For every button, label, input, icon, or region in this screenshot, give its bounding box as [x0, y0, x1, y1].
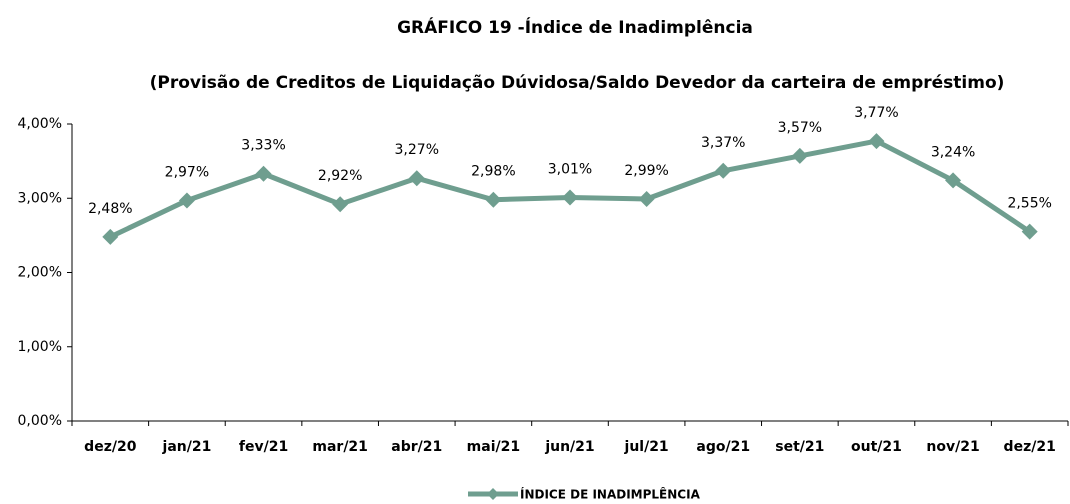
x-tick-label: jan/21 [162, 439, 212, 455]
y-tick-label: 2,00% [18, 265, 62, 281]
x-tick-label: ago/21 [696, 439, 750, 455]
x-tick-label: mar/21 [312, 439, 368, 455]
data-label: 3,33% [241, 138, 285, 154]
data-label: 2,97% [165, 164, 209, 180]
x-tick-label: jul/21 [624, 439, 669, 455]
x-tick-label: out/21 [851, 439, 902, 455]
line [109, 138, 1032, 240]
marker [1021, 223, 1038, 240]
marker [102, 228, 119, 245]
marker [791, 147, 808, 164]
data-label: 2,92% [318, 168, 362, 184]
marker [332, 196, 349, 213]
data-label: 2,55% [1007, 196, 1051, 212]
y-tick-label: 0,00% [18, 413, 62, 429]
x-tick-label: nov/21 [926, 439, 979, 455]
marker [178, 192, 195, 209]
data-label: 3,57% [778, 120, 822, 136]
chart-title: GRÁFICO 19 -Índice de Inadimplência [397, 16, 753, 38]
marker [945, 172, 962, 189]
data-label: 2,48% [88, 201, 132, 217]
x-tick-label: set/21 [775, 439, 824, 455]
marker [408, 170, 425, 187]
marker [562, 189, 578, 206]
x-tick-label: mai/21 [467, 439, 520, 455]
data-label: 2,98% [471, 164, 515, 180]
marker [868, 133, 885, 150]
y-tick-label: 4,00% [18, 116, 62, 132]
legend-label: ÍNDICE DE INADIMPLÊNCIA [520, 487, 701, 502]
legend-marker [487, 488, 499, 500]
data-label: 3,24% [931, 144, 975, 160]
data-label: 3,77% [854, 105, 898, 121]
data-label: 3,27% [395, 142, 439, 158]
marker [638, 190, 655, 207]
x-tick-label: fev/21 [239, 439, 288, 455]
x-tick-label: jun/21 [544, 439, 594, 455]
y-tick-label: 1,00% [18, 339, 62, 355]
marker [255, 165, 272, 182]
x-tick-label: abr/21 [391, 439, 442, 455]
marker [715, 162, 732, 179]
chart-subtitle: (Provisão de Creditos de Liquidação Dúvi… [150, 73, 1005, 93]
marker [485, 191, 502, 208]
data-label: 3,37% [701, 135, 745, 151]
x-tick-label: dez/20 [84, 439, 137, 455]
data-label: 3,01% [548, 162, 592, 178]
y-tick-label: 3,00% [18, 190, 62, 206]
data-label: 2,99% [624, 163, 668, 179]
x-tick-label: dez/21 [1004, 439, 1056, 455]
